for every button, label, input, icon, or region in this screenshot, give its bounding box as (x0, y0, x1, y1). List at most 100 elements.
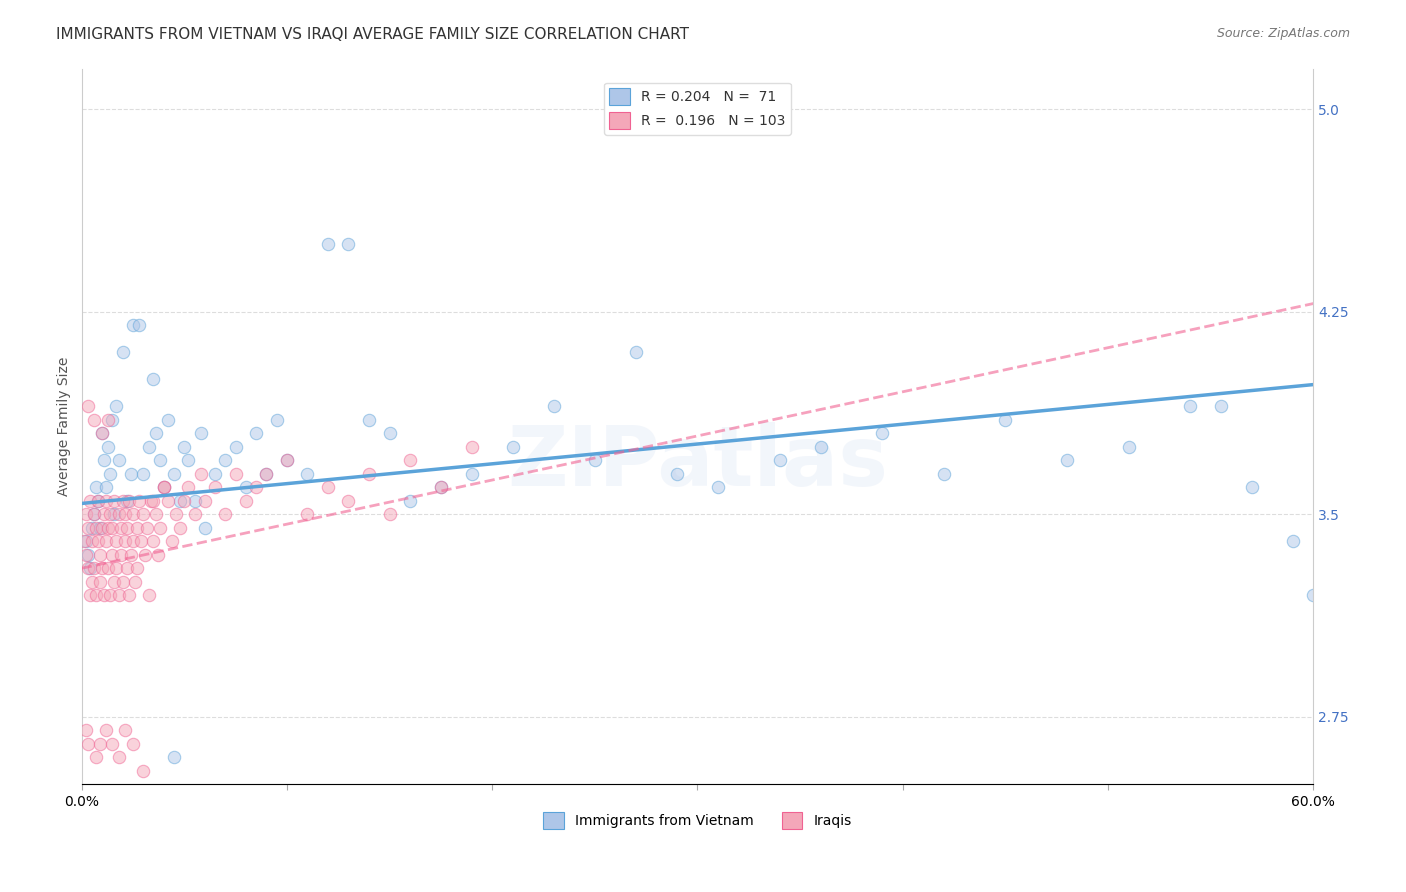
Point (254, 467, 277, 481)
Point (235, 493, 257, 508)
Point (79, 561, 101, 575)
Point (1056, 453, 1078, 467)
Point (543, 399, 565, 413)
Text: IMMIGRANTS FROM VIETNAM VS IRAQI AVERAGE FAMILY SIZE CORRELATION CHART: IMMIGRANTS FROM VIETNAM VS IRAQI AVERAGE… (56, 27, 689, 42)
Point (460, 467, 482, 481)
Point (169, 493, 191, 508)
Point (337, 237, 360, 252)
Point (98, 588, 121, 602)
Point (84, 588, 107, 602)
Point (84, 480, 107, 494)
Point (149, 521, 172, 535)
Point (110, 521, 132, 535)
Point (114, 723, 136, 738)
Point (120, 467, 142, 481)
Point (316, 480, 339, 494)
Point (142, 372, 165, 386)
Point (128, 318, 150, 333)
Point (204, 480, 226, 494)
Point (75, 534, 97, 549)
Point (138, 440, 160, 454)
Point (399, 493, 422, 508)
Point (378, 508, 401, 522)
Point (624, 345, 647, 359)
Point (204, 467, 226, 481)
Point (173, 440, 195, 454)
Point (146, 548, 169, 562)
Point (316, 237, 339, 252)
Point (163, 750, 186, 764)
Point (115, 493, 138, 508)
Point (101, 548, 124, 562)
Point (297, 508, 319, 522)
Point (160, 534, 183, 549)
Point (93, 588, 115, 602)
Point (107, 453, 129, 467)
Point (337, 493, 360, 508)
Point (145, 508, 167, 522)
Point (111, 493, 134, 508)
Point (125, 561, 148, 575)
Point (76, 737, 98, 751)
Point (810, 440, 832, 454)
Legend: Immigrants from Vietnam, Iraqis: Immigrants from Vietnam, Iraqis (537, 806, 858, 835)
Point (114, 534, 136, 549)
Point (132, 508, 155, 522)
Point (101, 737, 124, 751)
Point (93, 508, 115, 522)
Point (110, 548, 132, 562)
Point (357, 413, 380, 427)
Point (502, 440, 524, 454)
Point (122, 534, 145, 549)
Point (183, 508, 205, 522)
Point (152, 480, 174, 494)
Point (134, 548, 156, 562)
Point (84, 750, 107, 764)
Point (97, 521, 120, 535)
Point (83, 508, 105, 522)
Point (87, 493, 110, 508)
Point (76, 548, 98, 562)
Point (129, 534, 152, 549)
Point (430, 480, 453, 494)
Point (107, 588, 129, 602)
Point (141, 493, 163, 508)
Point (399, 453, 422, 467)
Point (84, 521, 107, 535)
Point (118, 493, 141, 508)
Point (101, 413, 124, 427)
Point (177, 480, 200, 494)
Point (128, 493, 150, 508)
Point (152, 480, 174, 494)
Point (194, 521, 217, 535)
Text: Source: ZipAtlas.com: Source: ZipAtlas.com (1216, 27, 1350, 40)
Point (297, 467, 319, 481)
Point (107, 750, 129, 764)
Point (163, 467, 186, 481)
Point (122, 737, 145, 751)
Point (87, 493, 110, 508)
Point (136, 521, 159, 535)
Point (79, 588, 101, 602)
Point (145, 426, 167, 441)
Point (76, 399, 98, 413)
Point (225, 467, 247, 481)
Point (1209, 399, 1232, 413)
Point (111, 345, 134, 359)
Point (83, 413, 105, 427)
Point (97, 561, 120, 575)
Point (138, 588, 160, 602)
Point (89, 521, 111, 535)
Point (235, 480, 257, 494)
Point (142, 493, 165, 508)
Point (190, 467, 212, 481)
Point (87, 534, 110, 549)
Point (276, 453, 298, 467)
Point (994, 413, 1017, 427)
Point (83, 561, 105, 575)
Point (91, 426, 114, 441)
Point (357, 467, 380, 481)
Point (105, 561, 128, 575)
Point (98, 467, 121, 481)
Point (96, 534, 118, 549)
